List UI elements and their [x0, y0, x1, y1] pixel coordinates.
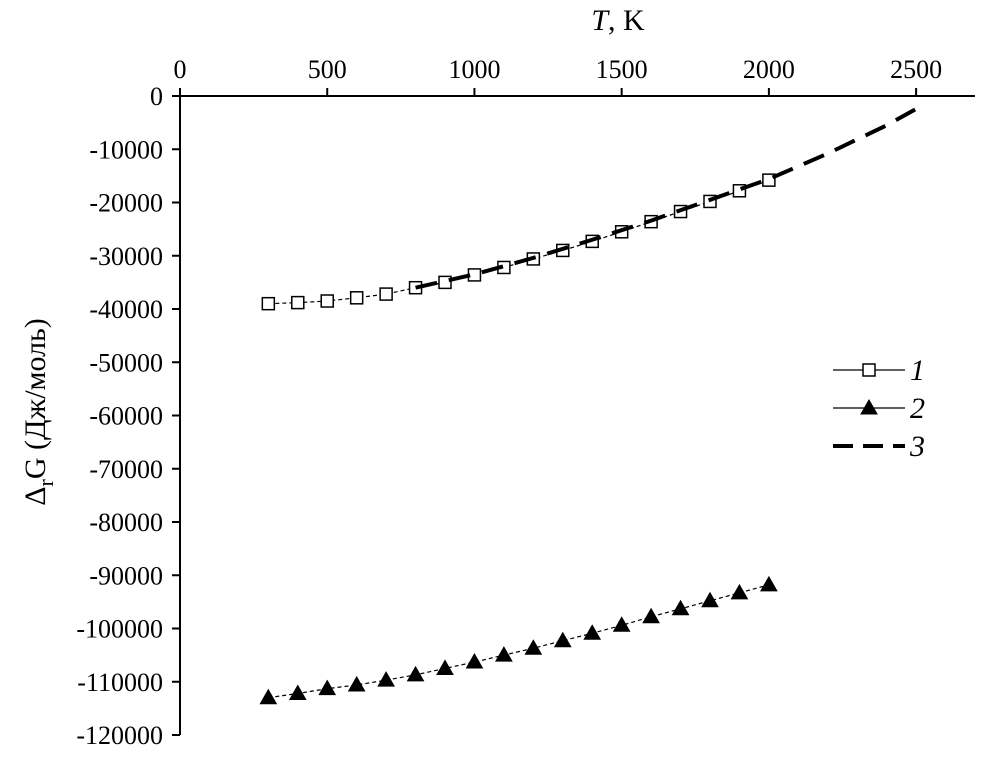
- y-tick-label: -110000: [77, 668, 163, 697]
- y-tick-label: -120000: [76, 721, 163, 750]
- series-2-point: [760, 575, 778, 592]
- series-2-point: [730, 583, 749, 600]
- series-2-point: [377, 671, 395, 687]
- series-2-point: [347, 675, 366, 692]
- y-tick-label: 0: [150, 82, 163, 111]
- series-2-point: [465, 653, 484, 669]
- x-tick-label: 500: [308, 55, 347, 84]
- series-2-point: [701, 591, 719, 608]
- y-axis-title-rest: G (Дж/моль): [19, 318, 52, 479]
- axes-group: 0 500 1000 1500 2000 2500 0 -10000 -20000 -30000 -…: [76, 55, 975, 750]
- y-tick-label: -80000: [89, 508, 163, 537]
- series-2-point: [524, 639, 543, 655]
- series-2-point: [406, 665, 425, 682]
- series-2-line: [268, 584, 770, 699]
- y-tick-label: -100000: [76, 615, 163, 644]
- series-2-point: [318, 679, 337, 696]
- y-axis-title-main: Δ: [19, 486, 52, 505]
- legend-swatch-marker: [862, 363, 876, 377]
- y-tick-label: -60000: [89, 402, 163, 431]
- series-1-point: [467, 268, 482, 282]
- series-1-point: [762, 173, 776, 187]
- y-axis-title-sub: r: [33, 478, 58, 486]
- y-tick-label: -30000: [89, 242, 163, 271]
- y-tick-label: -70000: [89, 455, 163, 484]
- series-2-point: [553, 631, 572, 648]
- series-2-point: [642, 607, 660, 624]
- legend-item-1: 1: [833, 354, 925, 387]
- legend-item-3: 3: [833, 430, 925, 463]
- y-tick-label: -50000: [89, 348, 163, 377]
- series-1-point: [438, 275, 452, 290]
- series-2-point: [671, 599, 690, 616]
- series-1-line: [268, 179, 770, 305]
- legend: 1 2 3: [833, 354, 925, 463]
- series-2-point: [583, 624, 602, 640]
- x-tick-label: 2500: [890, 55, 942, 84]
- series-1-point: [349, 291, 364, 305]
- series-1-point: [291, 295, 305, 310]
- x-axis-title-italic: T: [591, 4, 610, 37]
- y-tick-label: -10000: [89, 135, 163, 164]
- x-tick-label: 0: [174, 55, 187, 84]
- series-2-point: [612, 616, 631, 632]
- y-tick-label: -40000: [89, 295, 163, 324]
- x-axis-title: T, K: [591, 4, 645, 37]
- series-2-point: [495, 646, 513, 662]
- legend-label: 3: [909, 430, 925, 463]
- y-tick-label: -20000: [89, 189, 163, 218]
- x-tick-label: 2000: [743, 55, 795, 84]
- series-3-line: [415, 102, 926, 290]
- legend-item-2: 2: [833, 392, 925, 425]
- series-2-point: [259, 688, 278, 705]
- series-2-point: [436, 659, 454, 675]
- x-tick-label: 1000: [448, 55, 500, 84]
- series-3: [415, 102, 926, 290]
- y-tick-label: -90000: [89, 561, 163, 590]
- series-2-point: [288, 684, 307, 700]
- x-axis-title-rest: , K: [608, 4, 645, 37]
- x-tick-label: 1500: [596, 55, 648, 84]
- series-layer: [259, 102, 926, 705]
- y-axis-title: ΔrG (Дж/моль): [19, 318, 58, 506]
- series-1-point: [379, 287, 393, 301]
- series-1-point: [320, 294, 334, 308]
- legend-label: 1: [910, 354, 925, 387]
- legend-swatch-marker: [860, 398, 878, 415]
- legend-label: 2: [910, 392, 925, 425]
- series-2: [259, 575, 778, 705]
- series-1: [261, 173, 776, 311]
- series-1-point: [261, 296, 276, 311]
